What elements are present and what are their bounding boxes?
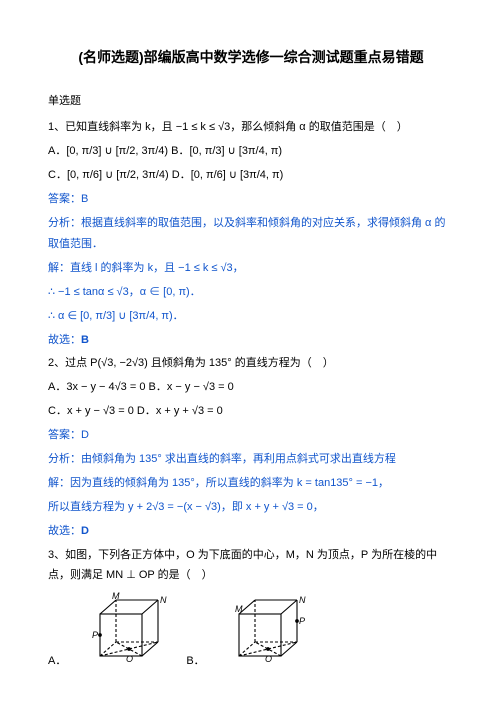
q1-optA: A．[0, π/3] ∪ [π/2, 3π/4) [48,145,168,157]
cube-figure-b: M N P O [227,592,307,672]
page-title: (名师选题)部编版高中数学选修一综合测试题重点易错题 [48,44,454,71]
svg-text:M: M [112,592,120,601]
q2-pick-label: 故选： [48,525,81,537]
q1-optC: C．[0, π/6] ∪ [π/2, 3π/4) [48,169,169,181]
q2-options-row2: C．x + y − √3 = 0 D．x + y + √3 = 0 [48,401,454,422]
q2-ans-label: 答案： [48,429,81,441]
q1-sol3: ∴ α ∈ [0, π/3] ∪ [3π/4, π)． [48,306,454,327]
q2-sol1: 解：因为直线的倾斜角为 135°，所以直线的斜率为 k = tan135° = … [48,473,454,494]
svg-text:P: P [299,616,305,626]
svg-text:P: P [92,630,98,640]
q2-ans-val: D [81,429,89,441]
q1-analysis: 分析：根据直线斜率的取值范围，以及斜率和倾斜角的对应关系，求得倾斜角 α 的取值… [48,213,454,255]
svg-text:N: N [160,595,167,605]
q1-optB: B．[0, π/3] ∪ [3π/4, π) [171,145,282,157]
q2-optB: B．x − y − √3 = 0 [149,381,234,393]
q2-optA: A．3x − y − 4√3 = 0 [48,381,145,393]
q3-figures: A． M N P O B． [48,592,454,672]
section-label: 单选题 [48,91,454,112]
q2-anal-label: 分析： [48,453,81,465]
q1-sol2: ∴ −1 ≤ tanα ≤ √3，α ∈ [0, π)． [48,282,454,303]
q1-pick-val: B [81,334,89,346]
q2-stem: 2、过点 P(√3, −2√3) 且倾斜角为 135° 的直线方程为（ ） [48,353,454,374]
q2-optD: D．x + y + √3 = 0 [137,405,223,417]
q1-sol-label: 解： [48,262,70,274]
q3-stem: 3、如图，下列各正方体中，O 为下底面的中心，M，N 为顶点，P 为所在棱的中点… [48,545,454,587]
svg-text:O: O [265,654,272,664]
q1-pick: 故选：B [48,330,454,351]
q1-sol1-text: 直线 l 的斜率为 k，且 −1 ≤ k ≤ √3， [70,262,244,274]
q1-ans-label: 答案： [48,193,81,205]
q2-answer: 答案：D [48,425,454,446]
q1-anal-text: 根据直线斜率的取值范围，以及斜率和倾斜角的对应关系，求得倾斜角 α 的取值范围． [48,217,445,250]
q3-optB-label: B． [186,651,204,672]
q1-options-row1: A．[0, π/3] ∪ [π/2, 3π/4) B．[0, π/3] ∪ [3… [48,141,454,162]
q1-stem: 1、已知直线斜率为 k，且 −1 ≤ k ≤ √3，那么倾斜角 α 的取值范围是… [48,117,454,138]
q2-anal-text: 由倾斜角为 135° 求出直线的斜率，再利用点斜式可求出直线方程 [81,453,396,465]
q2-optC: C．x + y − √3 = 0 [48,405,134,417]
q1-options-row2: C．[0, π/6] ∪ [π/2, 3π/4) D．[0, π/6] ∪ [3… [48,165,454,186]
q1-ans-val: B [81,193,88,205]
q2-sol1-text: 因为直线的倾斜角为 135°，所以直线的斜率为 k = tan135° = −1… [70,477,389,489]
q1-answer: 答案：B [48,189,454,210]
cube-figure-a: M N P O [88,592,168,672]
q2-sol2: 所以直线方程为 y + 2√3 = −(x − √3)，即 x + y + √3… [48,497,454,518]
q3-optA-label: A． [48,651,66,672]
q2-options-row1: A．3x − y − 4√3 = 0 B．x − y − √3 = 0 [48,377,454,398]
q1-anal-label: 分析： [48,217,81,229]
q2-pick: 故选：D [48,521,454,542]
svg-text:O: O [126,654,133,664]
q1-pick-label: 故选： [48,334,81,346]
q2-pick-val: D [81,525,89,537]
q2-sol-label: 解： [48,477,70,489]
q1-sol1: 解：直线 l 的斜率为 k，且 −1 ≤ k ≤ √3， [48,258,454,279]
q2-analysis: 分析：由倾斜角为 135° 求出直线的斜率，再利用点斜式可求出直线方程 [48,449,454,470]
svg-text:M: M [235,604,243,614]
svg-text:N: N [299,595,306,605]
q1-optD: D．[0, π/6] ∪ [3π/4, π) [172,169,284,181]
